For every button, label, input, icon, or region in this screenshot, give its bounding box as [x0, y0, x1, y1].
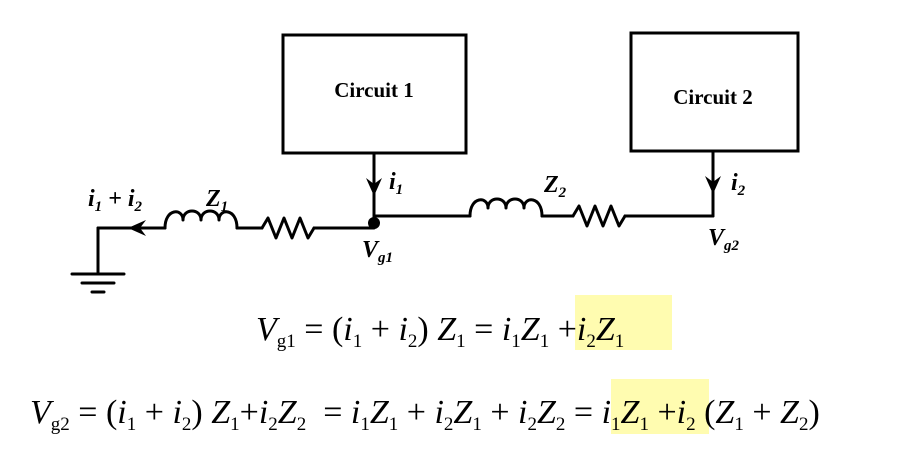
circuit-2-box	[629, 31, 800, 153]
circuit-1-label: Circuit 1	[334, 78, 414, 102]
vg1-label: Vg1	[362, 237, 393, 266]
resistor-1	[260, 216, 316, 240]
input-current-label: i1 + i2	[88, 186, 143, 215]
i2-current-arrow	[705, 149, 721, 218]
node-vg1	[368, 217, 380, 229]
input-current-arrow	[96, 220, 167, 236]
circuit-2-label: Circuit 2	[673, 85, 753, 109]
inductor-z2	[468, 197, 544, 218]
z2-label: Z2	[543, 172, 567, 201]
ground-symbol	[70, 226, 126, 294]
eq1-highlight	[575, 295, 672, 350]
inductor-z1	[163, 209, 239, 230]
equation-vg2: Vg2 = (i1 + i2) Z1+i2Z2 = i1Z1 + i2Z1 + …	[30, 394, 820, 435]
i1-label: i1	[389, 169, 403, 198]
z1-label: Z1	[205, 186, 228, 215]
resistor-2	[571, 204, 627, 228]
vg2-label: Vg2	[708, 225, 740, 254]
circuit-1-box	[281, 33, 468, 155]
equation-vg1: Vg1 = (i1 + i2) Z1 = i1Z1 +i2Z1	[256, 311, 624, 352]
eq2-highlight	[611, 379, 709, 434]
i1-current-arrow	[366, 151, 382, 222]
i2-label: i2	[731, 170, 746, 199]
